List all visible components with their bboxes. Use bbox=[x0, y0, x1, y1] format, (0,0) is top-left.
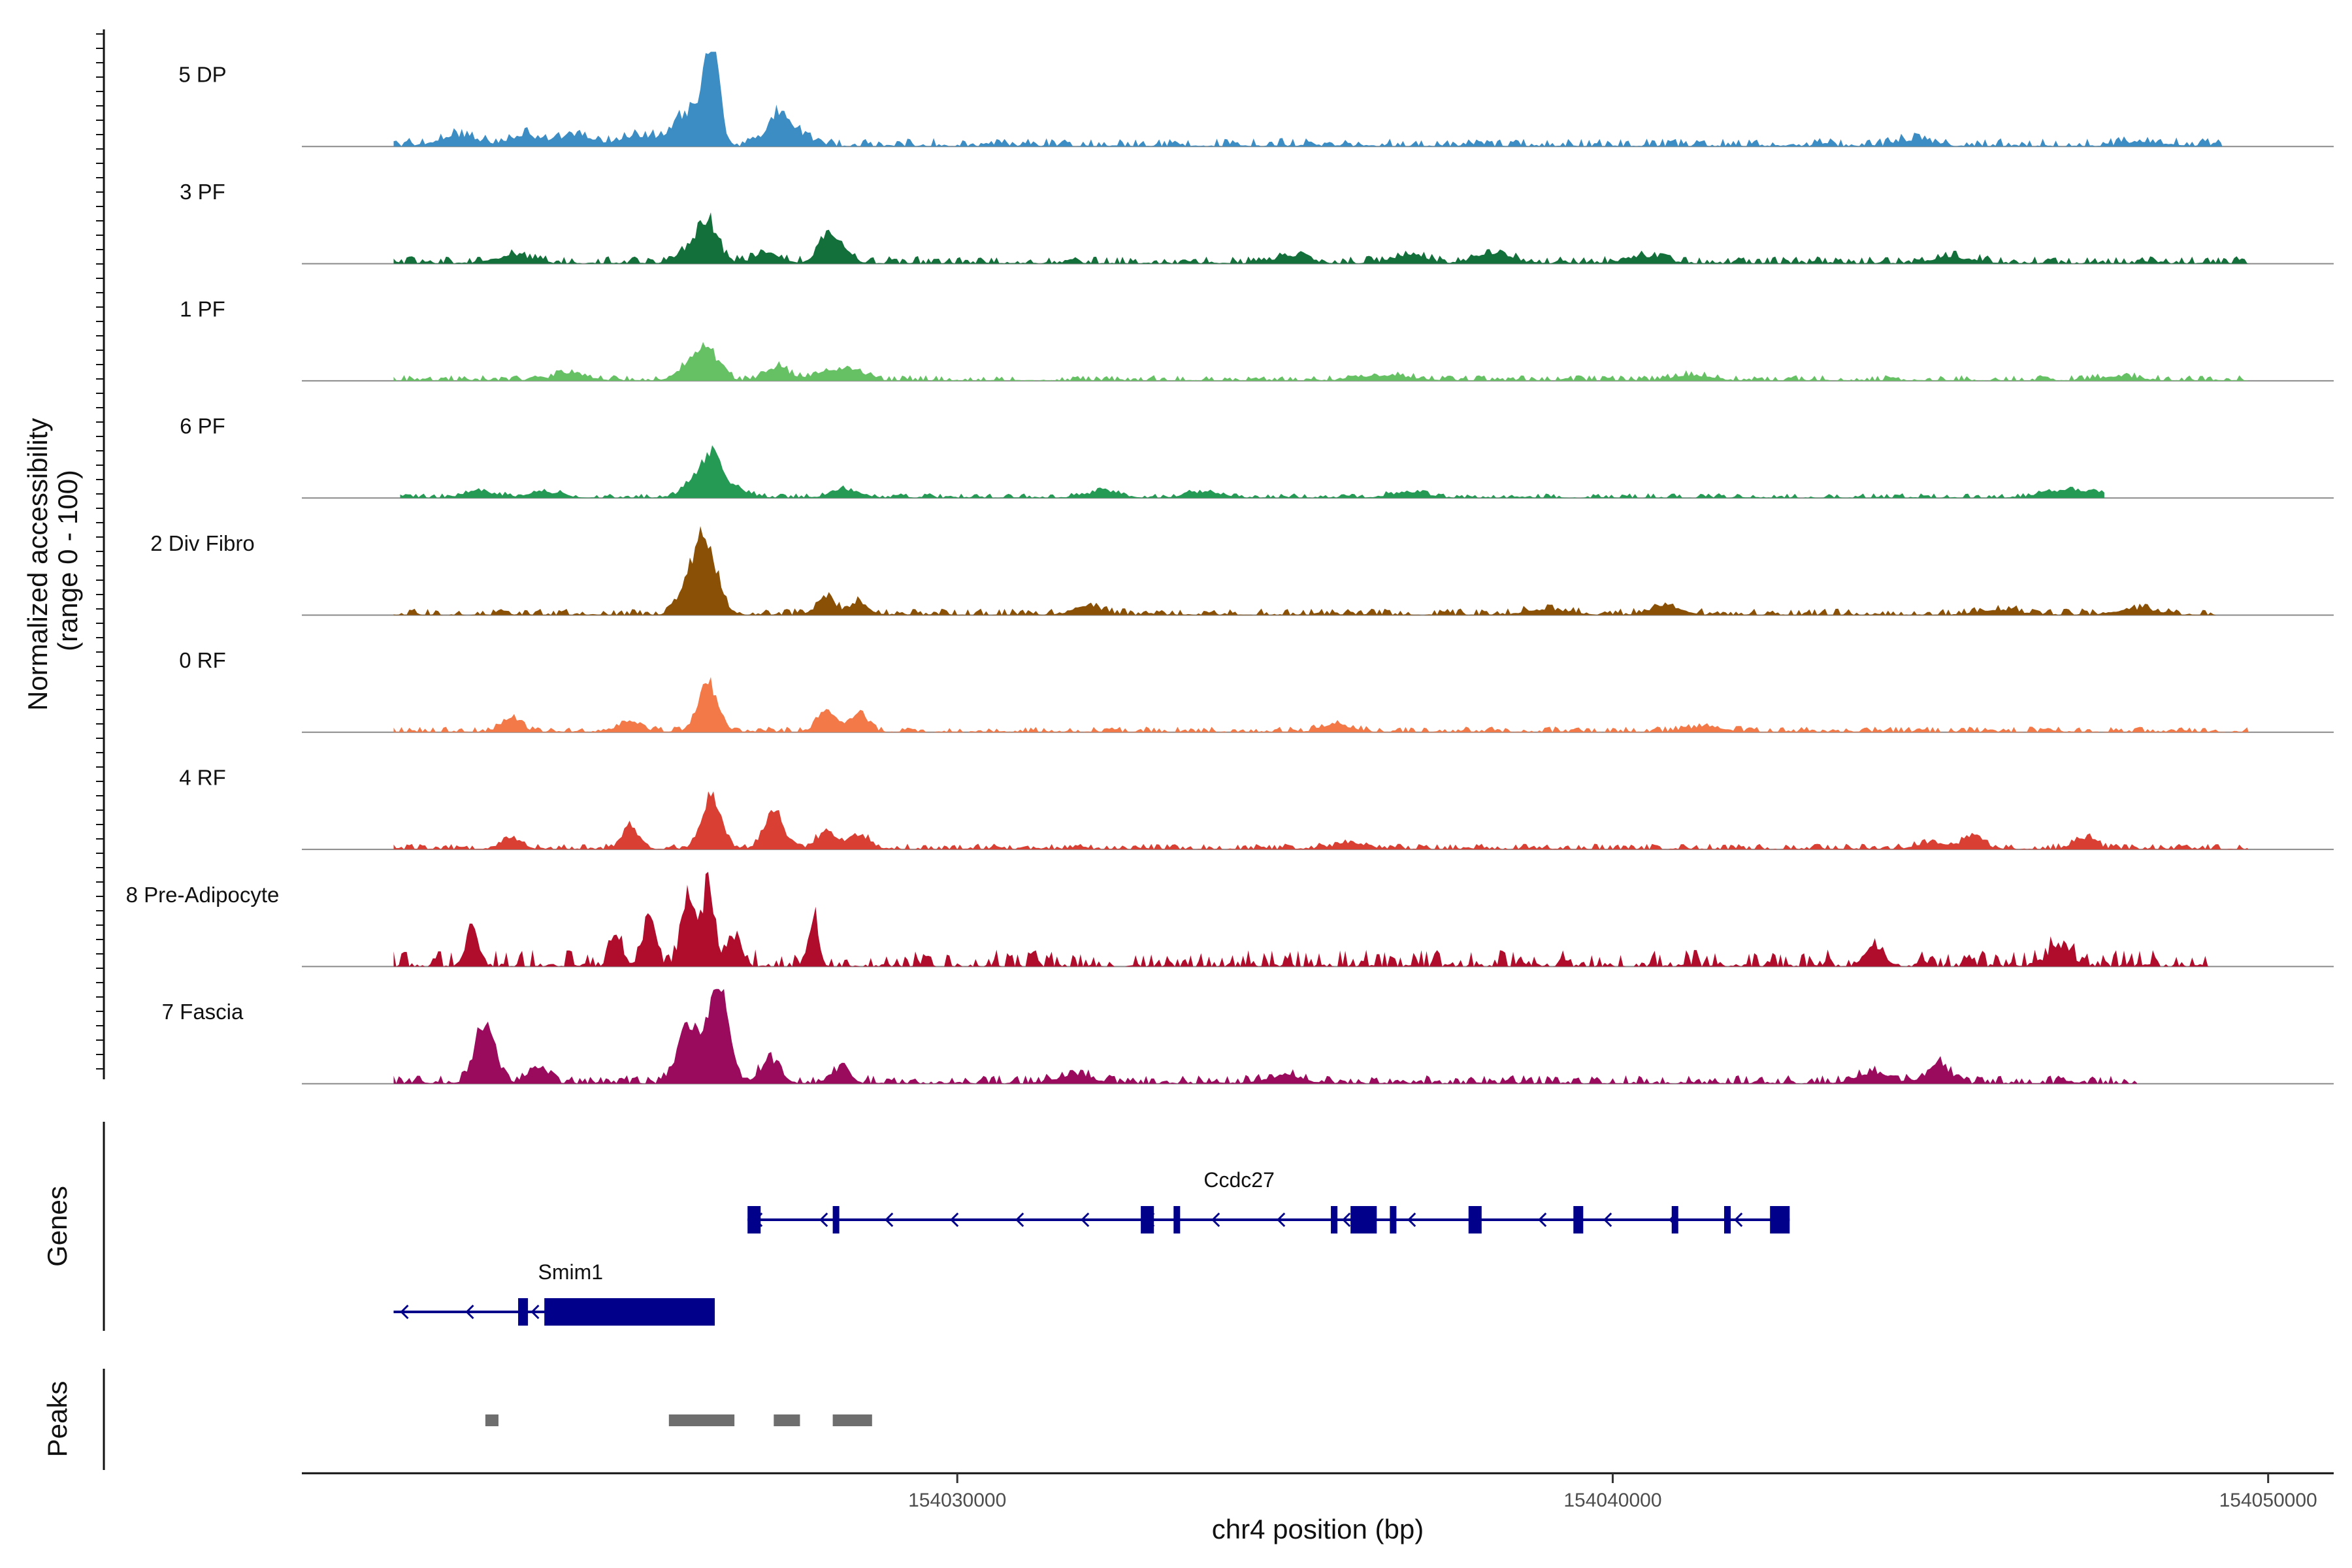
gene-model: Smim1 bbox=[393, 1260, 715, 1326]
track-label: 7 Fascia bbox=[162, 1000, 244, 1024]
track-label: 6 PF bbox=[180, 414, 225, 438]
gene-exon bbox=[1468, 1206, 1482, 1233]
coverage-axis-ticks bbox=[96, 33, 104, 1070]
strand-chevron bbox=[400, 1304, 409, 1320]
y-axis-title: Normalized accessibility (range 0 - 100) bbox=[22, 410, 83, 711]
gene-exon bbox=[518, 1298, 529, 1326]
genes-panel-label: Genes bbox=[42, 1186, 73, 1267]
coverage-track: 8 Pre-Adipocyte bbox=[126, 872, 2334, 968]
track-label: 3 PF bbox=[180, 180, 225, 204]
coverage-area bbox=[393, 988, 2137, 1084]
gene-model: Ccdc27 bbox=[747, 1168, 1790, 1233]
strand-chevron bbox=[1407, 1212, 1416, 1228]
strand-chevron bbox=[1211, 1212, 1220, 1228]
gene-exon bbox=[1671, 1206, 1678, 1233]
coverage-area bbox=[393, 52, 2223, 147]
gene-exon bbox=[1350, 1206, 1377, 1233]
peak-region bbox=[668, 1414, 735, 1426]
x-axis-ticks: 154030000 154040000 154050000 bbox=[908, 1473, 2317, 1511]
coverage-area bbox=[393, 872, 2210, 967]
x-tick-label: 154030000 bbox=[908, 1490, 1006, 1511]
strand-chevron bbox=[819, 1212, 828, 1228]
gene-exon bbox=[1331, 1206, 1338, 1233]
peak-region bbox=[832, 1414, 872, 1426]
strand-chevron bbox=[1538, 1212, 1547, 1228]
track-label: 4 RF bbox=[179, 765, 226, 789]
gene-label: Ccdc27 bbox=[1203, 1168, 1275, 1192]
coverage-track: 2 Div Fibro bbox=[150, 526, 2334, 616]
y-axis-title-line2: (range 0 - 100) bbox=[52, 470, 83, 651]
y-axis-title-line1: Normalized accessibility bbox=[22, 418, 53, 711]
coverage-tracks: 5 DP 3 PF 1 PF 6 PF 2 Div Fibro 0 RF 4 RF 8 Pre… bbox=[126, 52, 2334, 1085]
track-label: 2 Div Fibro bbox=[150, 531, 255, 555]
strand-chevron bbox=[1342, 1212, 1351, 1228]
gene-exon bbox=[1141, 1206, 1154, 1233]
coverage-track: 1 PF bbox=[180, 297, 2334, 382]
coverage-area bbox=[400, 445, 2104, 498]
gene-exon bbox=[1770, 1206, 1790, 1233]
coverage-track: 0 RF bbox=[179, 648, 2334, 733]
track-label: 5 DP bbox=[178, 63, 226, 87]
track-label: 1 PF bbox=[180, 297, 225, 321]
gene-annotation-track: Ccdc27 Smim1 bbox=[393, 1168, 1790, 1326]
gene-exon bbox=[1724, 1206, 1731, 1233]
track-label: 8 Pre-Adipocyte bbox=[126, 883, 280, 907]
strand-chevron bbox=[1015, 1212, 1024, 1228]
coverage-area bbox=[393, 212, 2249, 264]
strand-chevron bbox=[1081, 1212, 1090, 1228]
coverage-area bbox=[393, 342, 2249, 381]
coverage-area bbox=[393, 677, 2249, 732]
coverage-track: 5 DP bbox=[178, 52, 2334, 148]
gene-label: Smim1 bbox=[538, 1260, 604, 1284]
strand-chevron bbox=[531, 1304, 540, 1320]
strand-chevron bbox=[1734, 1212, 1743, 1228]
peak-region bbox=[774, 1414, 800, 1426]
coverage-area bbox=[393, 791, 2249, 850]
gene-exon bbox=[747, 1206, 761, 1233]
gene-exon bbox=[544, 1298, 715, 1326]
peak-regions-track bbox=[485, 1414, 872, 1426]
strand-chevron bbox=[1603, 1212, 1612, 1228]
gene-exon bbox=[1173, 1206, 1181, 1233]
strand-chevron bbox=[1277, 1212, 1286, 1228]
strand-chevron bbox=[885, 1212, 894, 1228]
coverage-track: 3 PF bbox=[180, 180, 2334, 265]
gene-exon bbox=[832, 1206, 840, 1233]
peaks-panel-label: Peaks bbox=[42, 1381, 73, 1458]
coverage-area bbox=[393, 526, 2216, 615]
coverage-track: 7 Fascia bbox=[162, 988, 2334, 1085]
strand-chevron bbox=[950, 1212, 959, 1228]
x-tick-label: 154040000 bbox=[1563, 1490, 1661, 1511]
gene-exon bbox=[1390, 1206, 1397, 1233]
coverage-track: 6 PF bbox=[180, 414, 2334, 499]
x-axis-title: chr4 position (bp) bbox=[1212, 1514, 1424, 1544]
strand-chevron bbox=[465, 1304, 474, 1320]
gene-exon bbox=[1573, 1206, 1584, 1233]
peak-region bbox=[485, 1414, 498, 1426]
track-label: 0 RF bbox=[179, 648, 226, 672]
coverage-track: 4 RF bbox=[179, 765, 2334, 851]
x-tick-label: 154050000 bbox=[2219, 1490, 2317, 1511]
